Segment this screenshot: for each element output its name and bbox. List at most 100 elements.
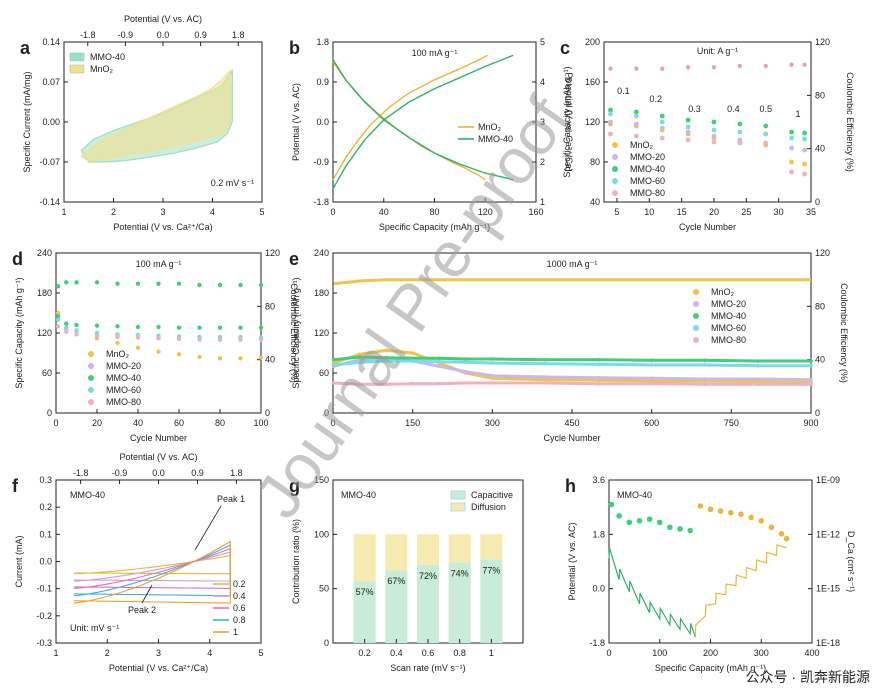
diffusion-point <box>608 501 615 508</box>
top-tick-label: 0.9 <box>194 30 207 40</box>
x-tick-label: 25 <box>741 207 751 217</box>
capacity-point <box>115 334 120 340</box>
diffusion-point <box>707 506 714 513</box>
capacity-point <box>802 136 807 142</box>
capacity-point <box>596 375 601 380</box>
panel-label-b: b <box>289 38 300 58</box>
capacity-point <box>437 381 442 386</box>
sample-label: MMO-40 <box>341 490 376 500</box>
capacity-point <box>94 334 100 339</box>
x-tick-label: 0 <box>330 418 335 428</box>
y-tick-label: 3.6 <box>592 475 605 485</box>
x-axis-title: Cycle Number <box>679 222 736 232</box>
y-tick-label: 0.3 <box>39 475 52 485</box>
y2-tick-label: 40 <box>265 355 275 365</box>
capacity-point <box>238 356 243 361</box>
capacity-point <box>135 324 141 330</box>
panel-e: e0 150 300 450 600 750 90006012018024004080120… <box>289 248 849 443</box>
capacity-point <box>197 354 202 360</box>
capacity-point <box>702 382 707 387</box>
y-tick-label: 80 <box>590 157 600 167</box>
x-tick-label: 4 <box>210 207 215 217</box>
ce-point <box>156 281 161 286</box>
capacity-point <box>649 381 654 386</box>
ce-point <box>94 280 100 285</box>
diffusion-point <box>667 524 673 531</box>
capacity-point <box>437 359 442 364</box>
plot-frame <box>608 479 813 644</box>
diffusion-point <box>656 519 663 526</box>
y2-tick-label: 3 <box>540 117 545 127</box>
legend-swatch <box>693 337 699 343</box>
capacity-point <box>331 363 336 367</box>
y-tick-label: -0.9 <box>313 157 329 167</box>
legend-swatch <box>88 351 94 357</box>
bar-diffusion <box>385 534 408 571</box>
legend-swatch <box>69 52 85 62</box>
capacity-point <box>74 328 79 333</box>
plot-frame <box>55 252 262 414</box>
diffusion-point <box>646 516 653 522</box>
x-tick-label: 3 <box>156 648 161 658</box>
capacity-point <box>197 325 202 330</box>
y-axis-title: Specific Capacity (mAh g⁻¹) <box>291 277 301 388</box>
y2-tick-label: 1E-18 <box>816 638 840 648</box>
capacity-point <box>135 335 141 340</box>
capacity-point <box>809 359 813 363</box>
capacity-point <box>789 135 794 141</box>
capacity-point <box>384 359 388 363</box>
x-tick-label: 150 <box>405 418 420 428</box>
ce-point <box>608 66 613 71</box>
x-tick-label: 0.8 <box>453 648 466 658</box>
x-tick-label: 1 <box>53 648 58 658</box>
capacity-point <box>659 119 665 125</box>
diffusion-point <box>778 530 785 537</box>
y-tick-label: 0.9 <box>316 77 329 87</box>
x-tick-label: 160 <box>528 207 543 217</box>
peak-arrow <box>194 505 222 551</box>
capacity-point <box>258 337 264 342</box>
capacity-point <box>55 310 61 316</box>
y-tick-label: -0.1 <box>36 584 52 594</box>
x-tick-label: 0.4 <box>390 648 403 658</box>
capacity-point <box>809 382 813 387</box>
y-tick-label: 0.1 <box>39 529 52 539</box>
capacity-point <box>649 363 654 367</box>
capacity-point <box>802 161 807 167</box>
y2-tick-label: 40 <box>815 355 825 365</box>
legend-label: MnO₂ <box>478 122 502 132</box>
capacity-point <box>384 355 388 360</box>
gcd-curve <box>332 61 486 181</box>
y2-tick-label: 120 <box>815 248 830 258</box>
panel-g: g 0 50 100 150 Scan rate (mV s⁻¹) Contribution… <box>289 475 524 673</box>
capacity-point <box>659 125 665 131</box>
capacity-point <box>115 340 120 346</box>
capacity-point <box>711 139 717 145</box>
panel-a: a 1 2 3 4 5 -0.14 -0.07 0.00 0.07 0.14 -1.8 -0.9 0.0 0… <box>20 14 265 232</box>
legend-swatch <box>693 325 699 331</box>
x-tick-label: 5 <box>614 207 619 217</box>
capacity-point <box>197 337 202 342</box>
x-tick-label: 3 <box>160 207 165 217</box>
y-tick-label: -1.8 <box>313 197 329 207</box>
capacity-point <box>685 124 691 130</box>
capacity-point <box>596 381 601 386</box>
y-tick-label: 150 <box>314 475 329 485</box>
capacity-point <box>711 133 717 139</box>
y-tick-label: 160 <box>585 77 600 87</box>
top-tick-label: -0.9 <box>118 30 134 40</box>
annotation: 100 mA g⁻¹ <box>136 259 182 269</box>
y-tick-label: 180 <box>314 288 329 298</box>
legend-label: Capacitive <box>471 490 513 500</box>
y-axis-title: Contribution ratio (%) <box>291 519 301 604</box>
capacity-point <box>633 133 639 139</box>
y-tick-label: 0.0 <box>316 117 329 127</box>
y2-tick-label: 40 <box>815 144 825 154</box>
x-tick-label: 0 <box>330 207 335 217</box>
y-axis-title: Specific Capacity (mAh g⁻¹) <box>14 277 24 388</box>
capacity-point <box>543 361 548 366</box>
x-tick-label: 2 <box>111 207 116 217</box>
legend-label: MnO₂ <box>630 140 654 150</box>
peak-label: Peak 1 <box>217 494 245 504</box>
